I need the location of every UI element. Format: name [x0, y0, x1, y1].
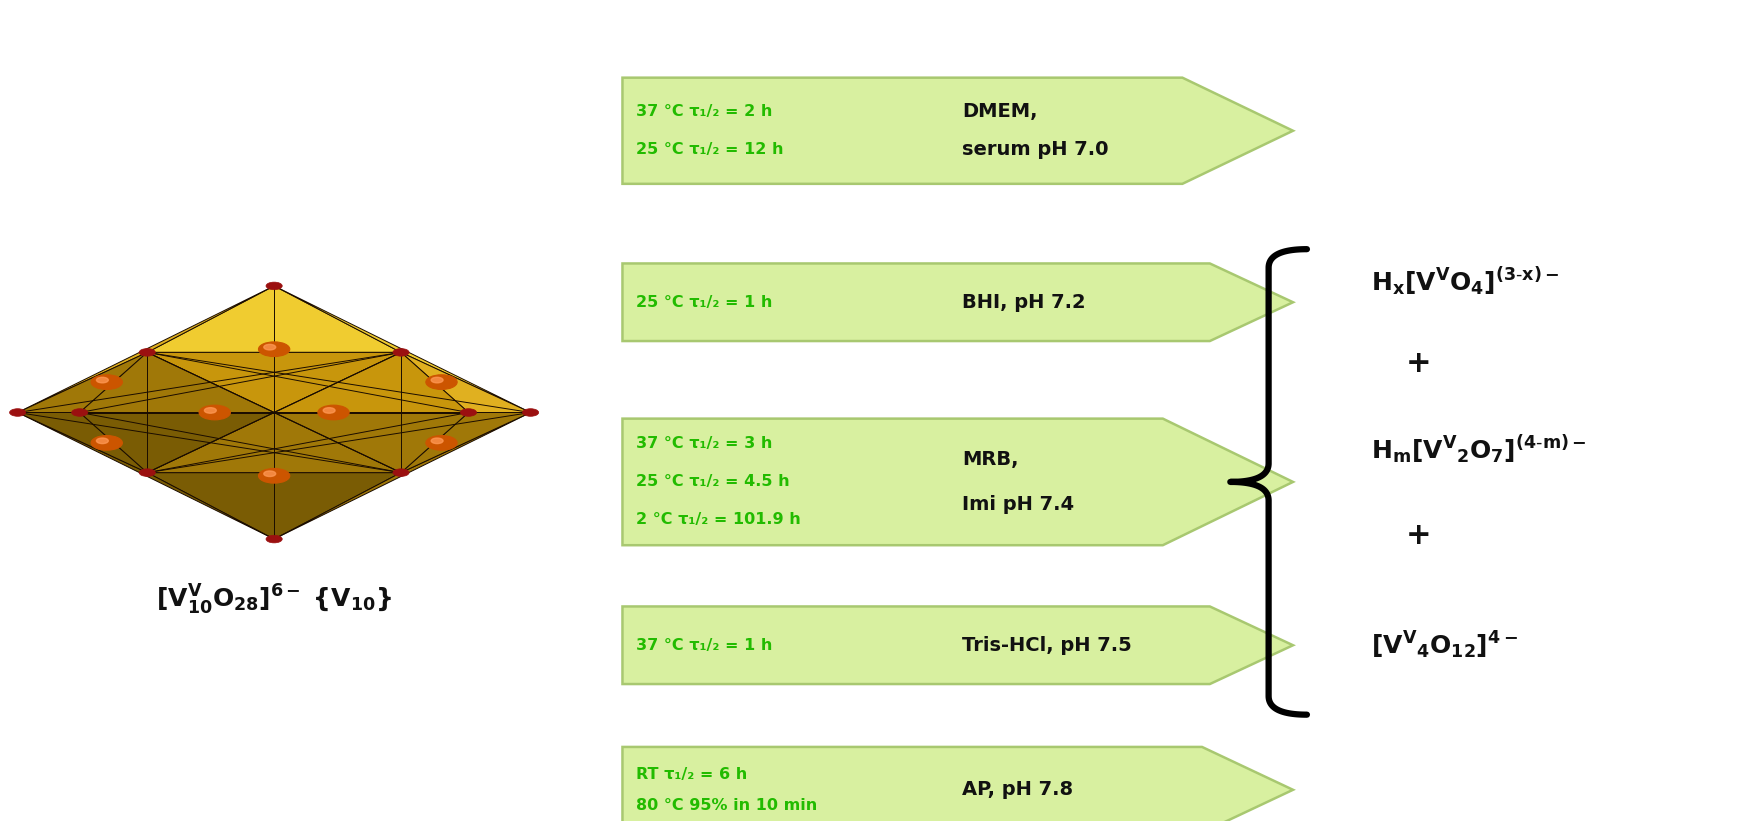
Circle shape — [394, 349, 410, 356]
Polygon shape — [623, 263, 1293, 341]
Circle shape — [266, 282, 282, 290]
Text: 25 °C τ₁/₂ = 12 h: 25 °C τ₁/₂ = 12 h — [637, 143, 784, 158]
Polygon shape — [623, 606, 1293, 684]
Polygon shape — [275, 286, 530, 412]
Circle shape — [318, 405, 350, 420]
Text: 25 °C τ₁/₂ = 4.5 h: 25 °C τ₁/₂ = 4.5 h — [637, 474, 789, 489]
Polygon shape — [147, 473, 401, 539]
Text: $\mathbf{[V^V_{10}O_{28}]^{6-}\ \{V_{10}\}}$: $\mathbf{[V^V_{10}O_{28}]^{6-}\ \{V_{10}… — [156, 583, 392, 617]
Text: Imi pH 7.4: Imi pH 7.4 — [963, 495, 1074, 514]
Text: BHI, pH 7.2: BHI, pH 7.2 — [963, 293, 1085, 312]
Text: 37 °C τ₁/₂ = 2 h: 37 °C τ₁/₂ = 2 h — [637, 104, 774, 119]
Text: serum pH 7.0: serum pH 7.0 — [963, 140, 1108, 159]
Circle shape — [425, 375, 457, 389]
Text: $\mathbf{[V^V{}_4O_{12}]^{4-}}$: $\mathbf{[V^V{}_4O_{12}]^{4-}}$ — [1372, 629, 1519, 661]
Circle shape — [140, 349, 156, 356]
Text: RT τ₁/₂ = 6 h: RT τ₁/₂ = 6 h — [637, 767, 747, 782]
Polygon shape — [275, 352, 469, 412]
Text: MRB,: MRB, — [963, 450, 1018, 469]
Text: 25 °C τ₁/₂ = 1 h: 25 °C τ₁/₂ = 1 h — [637, 295, 774, 309]
Circle shape — [460, 408, 476, 417]
Circle shape — [72, 408, 88, 417]
Polygon shape — [18, 412, 275, 539]
Circle shape — [200, 405, 231, 420]
Polygon shape — [80, 352, 275, 412]
Polygon shape — [147, 352, 401, 412]
Polygon shape — [623, 418, 1293, 545]
Circle shape — [96, 377, 108, 383]
Polygon shape — [147, 412, 401, 473]
Circle shape — [523, 408, 539, 417]
Polygon shape — [18, 412, 147, 473]
Text: DMEM,: DMEM, — [963, 102, 1038, 121]
Circle shape — [430, 438, 443, 444]
Circle shape — [266, 535, 282, 543]
Polygon shape — [18, 286, 275, 412]
Circle shape — [394, 469, 410, 476]
Polygon shape — [80, 412, 275, 473]
Text: $\mathbf{H_x[V^VO_4]^{(3\text{-}x)-}}$: $\mathbf{H_x[V^VO_4]^{(3\text{-}x)-}}$ — [1372, 266, 1559, 298]
Circle shape — [425, 436, 457, 450]
Circle shape — [430, 377, 443, 383]
Circle shape — [264, 344, 276, 350]
Text: 2 °C τ₁/₂ = 101.9 h: 2 °C τ₁/₂ = 101.9 h — [637, 512, 802, 527]
Text: 37 °C τ₁/₂ = 1 h: 37 °C τ₁/₂ = 1 h — [637, 638, 774, 653]
Text: AP, pH 7.8: AP, pH 7.8 — [963, 780, 1073, 799]
Text: +: + — [1407, 349, 1431, 378]
Polygon shape — [18, 352, 147, 412]
Polygon shape — [275, 412, 530, 539]
Polygon shape — [623, 78, 1293, 184]
Text: $\mathbf{H_m[V^V{}_2O_7]^{(4\text{-}m)-}}$: $\mathbf{H_m[V^V{}_2O_7]^{(4\text{-}m)-}… — [1372, 433, 1587, 465]
Circle shape — [259, 342, 290, 356]
Circle shape — [96, 438, 108, 444]
Polygon shape — [401, 352, 530, 412]
Text: +: + — [1407, 521, 1431, 549]
Circle shape — [205, 408, 217, 413]
Circle shape — [91, 375, 123, 389]
Polygon shape — [275, 412, 469, 473]
Circle shape — [91, 436, 123, 450]
Text: Tris-HCl, pH 7.5: Tris-HCl, pH 7.5 — [963, 636, 1132, 655]
Text: 80 °C 95% in 10 min: 80 °C 95% in 10 min — [637, 798, 817, 813]
Circle shape — [259, 469, 290, 483]
Circle shape — [140, 469, 156, 476]
Circle shape — [9, 408, 26, 417]
Polygon shape — [623, 747, 1293, 825]
Circle shape — [324, 408, 334, 413]
Text: 37 °C τ₁/₂ = 3 h: 37 °C τ₁/₂ = 3 h — [637, 436, 774, 451]
Circle shape — [264, 471, 276, 477]
Polygon shape — [401, 412, 530, 473]
Polygon shape — [147, 286, 401, 352]
